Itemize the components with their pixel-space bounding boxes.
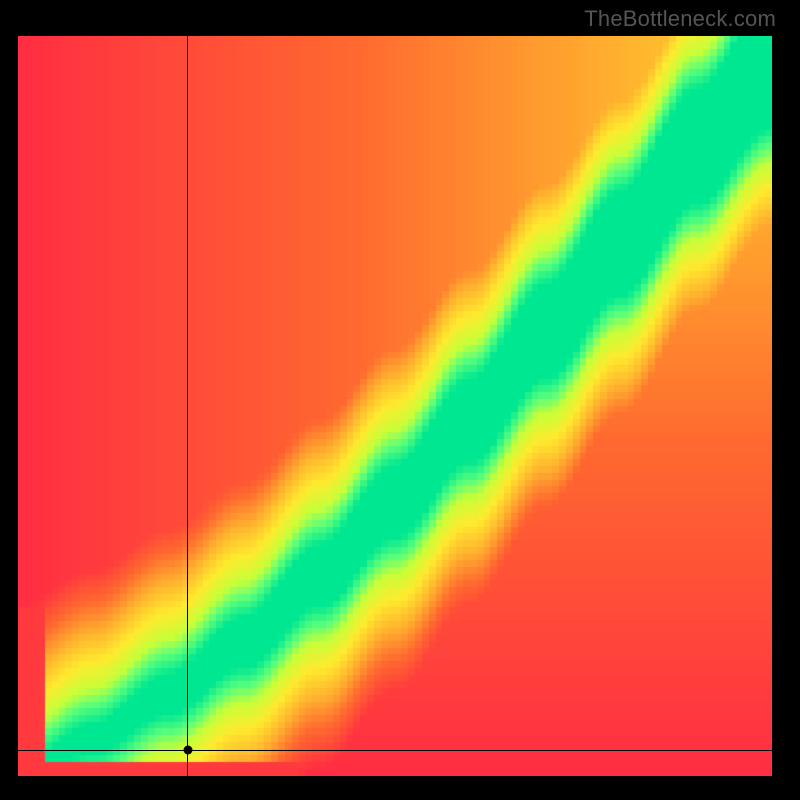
heatmap-canvas (18, 36, 772, 776)
crosshair-marker (183, 746, 192, 755)
heatmap-plot (18, 36, 772, 776)
crosshair-horizontal (18, 750, 772, 751)
heatmap-canvas-wrap (18, 36, 772, 776)
watermark-text: TheBottleneck.com (584, 6, 776, 32)
crosshair-vertical (187, 36, 188, 776)
